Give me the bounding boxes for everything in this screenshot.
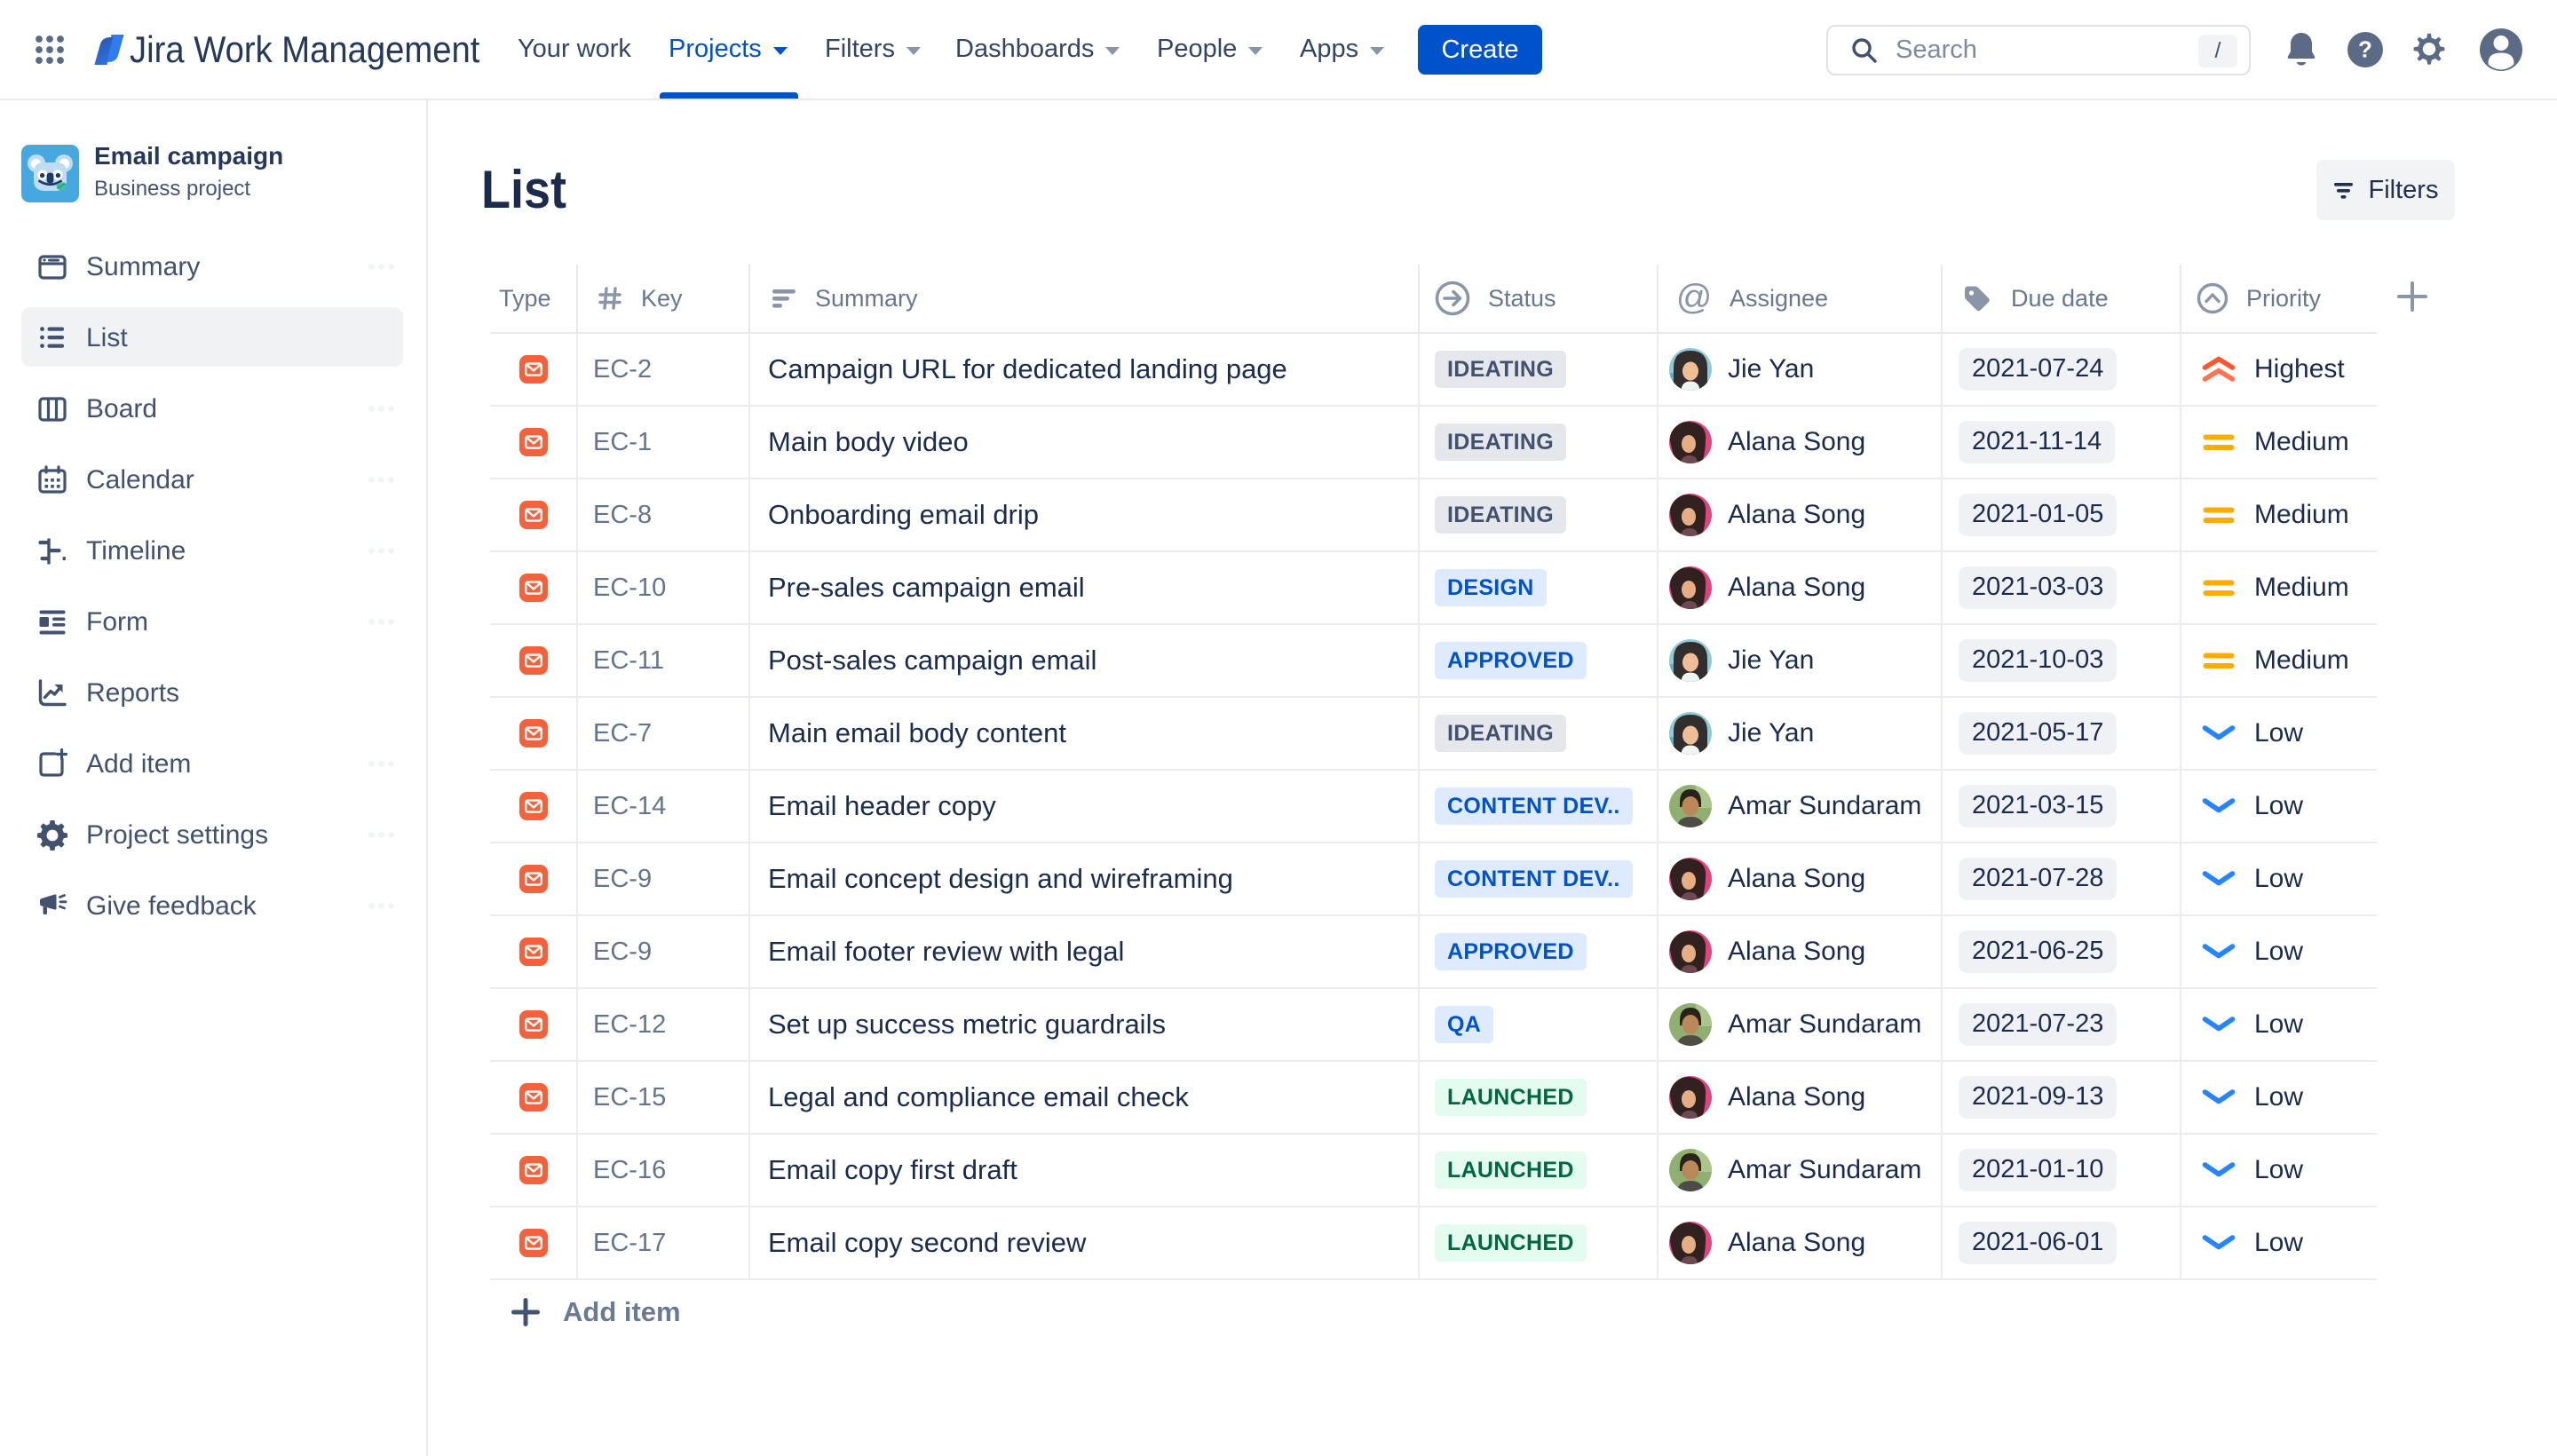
svg-text:@: @ xyxy=(1676,281,1712,316)
svg-text:?: ? xyxy=(2358,36,2372,62)
